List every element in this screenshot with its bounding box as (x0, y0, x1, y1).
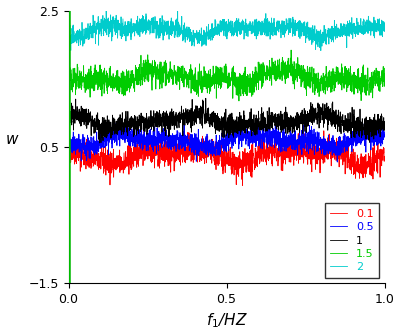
2 (373, 29, 378, 33)
0.1 (212, 145, 216, 149)
0.5 (66, 141, 71, 145)
1 (382, 125, 387, 129)
Y-axis label: w: w (6, 132, 18, 147)
2 (212, 31, 216, 35)
0.1 (373, 156, 378, 160)
1 (97, 141, 102, 145)
2 (220, 22, 225, 26)
0.5 (82, 136, 87, 140)
1.5 (382, 72, 387, 76)
1 (220, 116, 225, 120)
0.5 (373, 135, 378, 139)
0.1 (382, 158, 387, 162)
0.1 (220, 159, 225, 163)
1 (373, 122, 378, 126)
2 (82, 40, 87, 44)
0.5 (212, 139, 216, 143)
2 (315, 42, 320, 46)
2 (373, 29, 378, 33)
Line: 2: 2 (68, 1, 384, 51)
2 (318, 49, 323, 53)
2 (175, 0, 180, 3)
Line: 0.5: 0.5 (68, 121, 384, 162)
0.1 (373, 160, 378, 164)
1.5 (289, 48, 294, 52)
0.1 (142, 127, 146, 131)
Legend: 0.1, 0.5, 1, 1.5, 2: 0.1, 0.5, 1, 1.5, 2 (325, 204, 379, 278)
Line: 1.5: 1.5 (68, 50, 384, 101)
1.5 (315, 90, 320, 94)
1 (203, 96, 208, 100)
1 (315, 119, 320, 123)
1.5 (220, 71, 224, 75)
1.5 (236, 99, 241, 103)
1 (66, 114, 71, 118)
Line: 0.1: 0.1 (68, 129, 384, 185)
0.1 (240, 183, 245, 187)
1.5 (212, 82, 216, 86)
2 (382, 22, 387, 26)
X-axis label: $f_1$/HZ: $f_1$/HZ (206, 312, 248, 330)
0.5 (220, 138, 224, 142)
0.1 (315, 162, 320, 166)
1.5 (373, 79, 378, 83)
2 (66, 34, 71, 38)
0.5 (382, 134, 387, 138)
1 (373, 120, 378, 124)
1.5 (82, 76, 87, 80)
0.5 (315, 144, 320, 148)
0.5 (335, 160, 340, 164)
0.1 (82, 156, 87, 160)
1.5 (66, 86, 71, 90)
1 (212, 111, 216, 115)
0.5 (373, 134, 378, 138)
Line: 1: 1 (68, 98, 384, 143)
0.1 (66, 144, 71, 148)
0.5 (378, 119, 383, 123)
1.5 (373, 82, 378, 86)
1 (82, 115, 87, 119)
